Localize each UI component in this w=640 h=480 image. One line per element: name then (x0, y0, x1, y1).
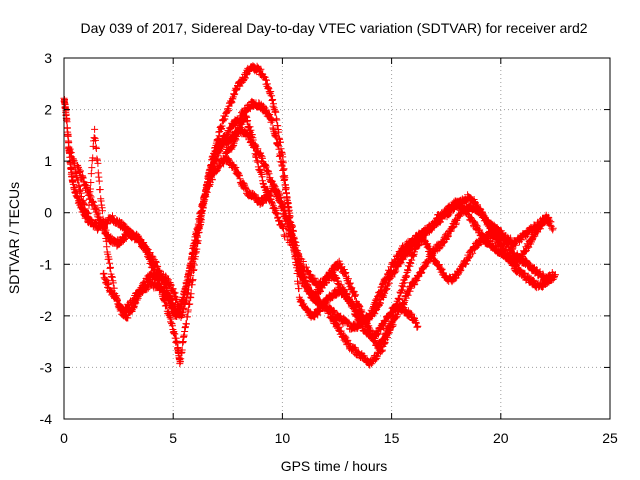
x-axis-title: GPS time / hours (281, 458, 388, 474)
x-tick-label: 0 (60, 430, 68, 446)
x-tick-label: 25 (602, 430, 618, 446)
y-tick-label: -3 (40, 359, 53, 375)
plus-markers (222, 108, 553, 352)
x-tick-label: 10 (275, 430, 291, 446)
grid-lines (64, 58, 610, 419)
y-tick-label: -1 (40, 256, 53, 272)
plus-markers (99, 154, 422, 343)
data-points (60, 62, 559, 369)
y-tick-label: -4 (40, 411, 53, 427)
y-tick-label: 0 (44, 205, 52, 221)
y-tick-label: 3 (44, 50, 52, 66)
y-axis-title: SDTVAR / TECUs (6, 182, 22, 294)
x-tick-label: 15 (384, 430, 400, 446)
x-tick-label: 5 (169, 430, 177, 446)
y-tick-label: 1 (44, 153, 52, 169)
series-track-4 (99, 154, 422, 343)
plot-frame (63, 57, 611, 420)
y-tick-label: 2 (44, 102, 52, 118)
chart-title: Day 039 of 2017, Sidereal Day-to-day VTE… (80, 20, 587, 36)
x-tick-label: 20 (493, 430, 509, 446)
y-tick-label: -2 (40, 308, 53, 324)
series-track-5 (222, 108, 553, 352)
axis-ticks: 0 5 10 15 20 25 -4 -3 -2 -1 0 1 2 3 (40, 50, 618, 446)
